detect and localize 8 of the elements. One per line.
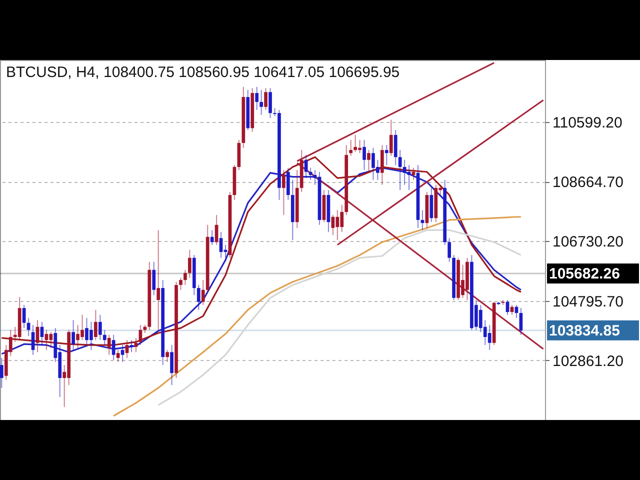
ref-line-label: 105682.26 <box>549 265 620 282</box>
y-tick-label: 104795.70 <box>552 293 624 310</box>
y-tick-label: 106730.20 <box>552 234 624 251</box>
ref-line-label: 103834.85 <box>549 322 620 340</box>
chart-title: BTCUSD, H4, 108400.75 108560.95 106417.05 106695.95 <box>6 64 400 81</box>
y-tick-label: 102861.20 <box>552 352 624 370</box>
y-tick-label: 108664.70 <box>552 174 624 192</box>
y-tick-label: 110599.20 <box>552 114 622 132</box>
